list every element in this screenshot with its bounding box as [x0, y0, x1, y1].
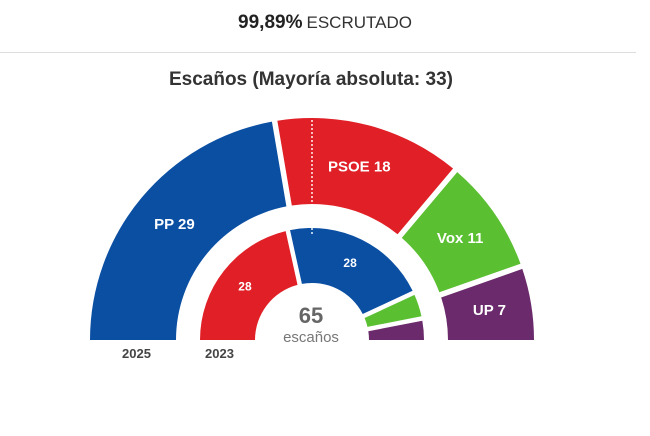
seat-slice-2025-psoe: [277, 118, 454, 235]
outer-ring-2025: PP 29 PSOE 18 Vox 11 UP 7: [90, 118, 534, 341]
year-label-2023: 2023: [205, 346, 234, 361]
slice-label-2025-psoe: PSOE 18: [328, 159, 391, 176]
center-unit: escaños: [283, 329, 339, 346]
seat-slice-2025-vox: [401, 172, 521, 293]
scrutiny-header: 99,89% ESCRUTADO: [0, 0, 650, 52]
slice-label-2025-up: UP 7: [473, 302, 506, 319]
inner-ring-2023: 28 28: [200, 228, 424, 340]
chart-title: Escaños (Mayoría absoluta: 33): [168, 69, 454, 90]
seat-slice-2025-up: [441, 268, 534, 340]
slice-label-2023-pp: 28: [343, 256, 357, 270]
scrutiny-label: ESCRUTADO: [306, 13, 412, 32]
seat-slice-2025-pp: [90, 121, 287, 341]
slice-label-2025-vox: Vox 11: [437, 230, 483, 247]
slice-label-2025-pp: PP 29: [154, 216, 195, 233]
year-label-2025: 2025: [122, 346, 151, 361]
center-total: 65: [299, 303, 323, 328]
seat-slice-2023-psoe: [200, 231, 298, 340]
seat-slice-2023-vox: [364, 294, 422, 327]
slice-label-2023-psoe: 28: [238, 279, 252, 293]
scrutiny-percent: 99,89%: [238, 12, 303, 33]
header-divider: [0, 52, 636, 53]
seat-slice-2023-pp: [290, 228, 413, 314]
seat-slice-2023-up: [368, 320, 424, 340]
